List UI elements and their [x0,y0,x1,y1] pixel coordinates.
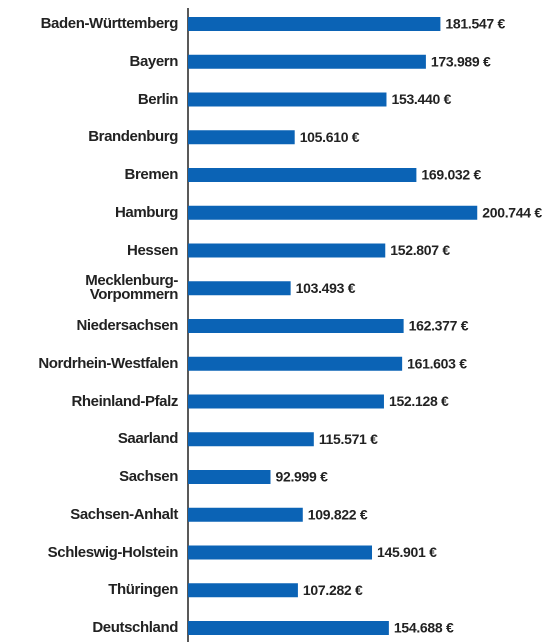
value-label: 200.744 € [482,204,542,220]
bar [188,243,386,258]
value-label: 152.807 € [390,242,450,258]
category-label: Saarland [117,430,179,448]
category-label: Hessen [127,241,178,259]
category-label: Nordrhein-Westfalen [38,354,178,372]
category-label: Baden-Württemberg [40,15,179,32]
value-label: 173.989 € [431,53,491,69]
category-label: Brandenburg [88,128,178,146]
bar [188,583,298,598]
value-label: 92.999 € [276,469,329,485]
bar [188,54,426,69]
value-label: 115.571 € [319,431,378,447]
bar [188,356,403,371]
bar [188,17,441,31]
value-label: 107.282 € [303,582,363,598]
category-label: Berlin [137,90,179,108]
category-label: Deutschland [92,619,178,636]
value-label: 169.032 € [421,167,481,183]
bar [188,130,295,145]
category-label: Thüringen [108,581,178,599]
category-label: Bayern [129,52,179,70]
category-label: Sachsen-Anhalt [70,505,178,523]
value-label: 105.610 € [300,129,360,145]
category-label: Sachsen [119,468,178,485]
category-label: Niedersachsen [76,317,178,334]
value-label: 153.440 € [391,91,451,107]
value-label: 109.822 € [308,506,368,522]
bar [188,621,389,635]
category-label: Bremen [124,166,179,183]
bar [188,168,417,182]
value-label: 162.377 € [409,318,469,334]
bar [188,470,271,484]
bar [188,319,404,333]
bar [188,205,478,220]
category-label: Schleswig-Holstein [47,543,179,561]
value-label: 161.603 € [407,355,467,371]
category-label: Rheinland-Pfalz [71,392,178,410]
bar [188,394,384,409]
category-label: Mecklenburg- Vorpommern [85,272,178,304]
value-label: 181.547 € [445,16,505,32]
value-label: 103.493 € [296,280,356,296]
value-label: 145.901 € [377,544,437,560]
bar [188,281,291,296]
bar [188,507,303,522]
bar [188,432,314,447]
category-label: Hamburg [114,203,178,221]
bar [188,545,373,560]
value-label: 152.128 € [389,393,449,409]
bar [188,92,387,107]
value-label: 154.688 € [394,620,454,636]
